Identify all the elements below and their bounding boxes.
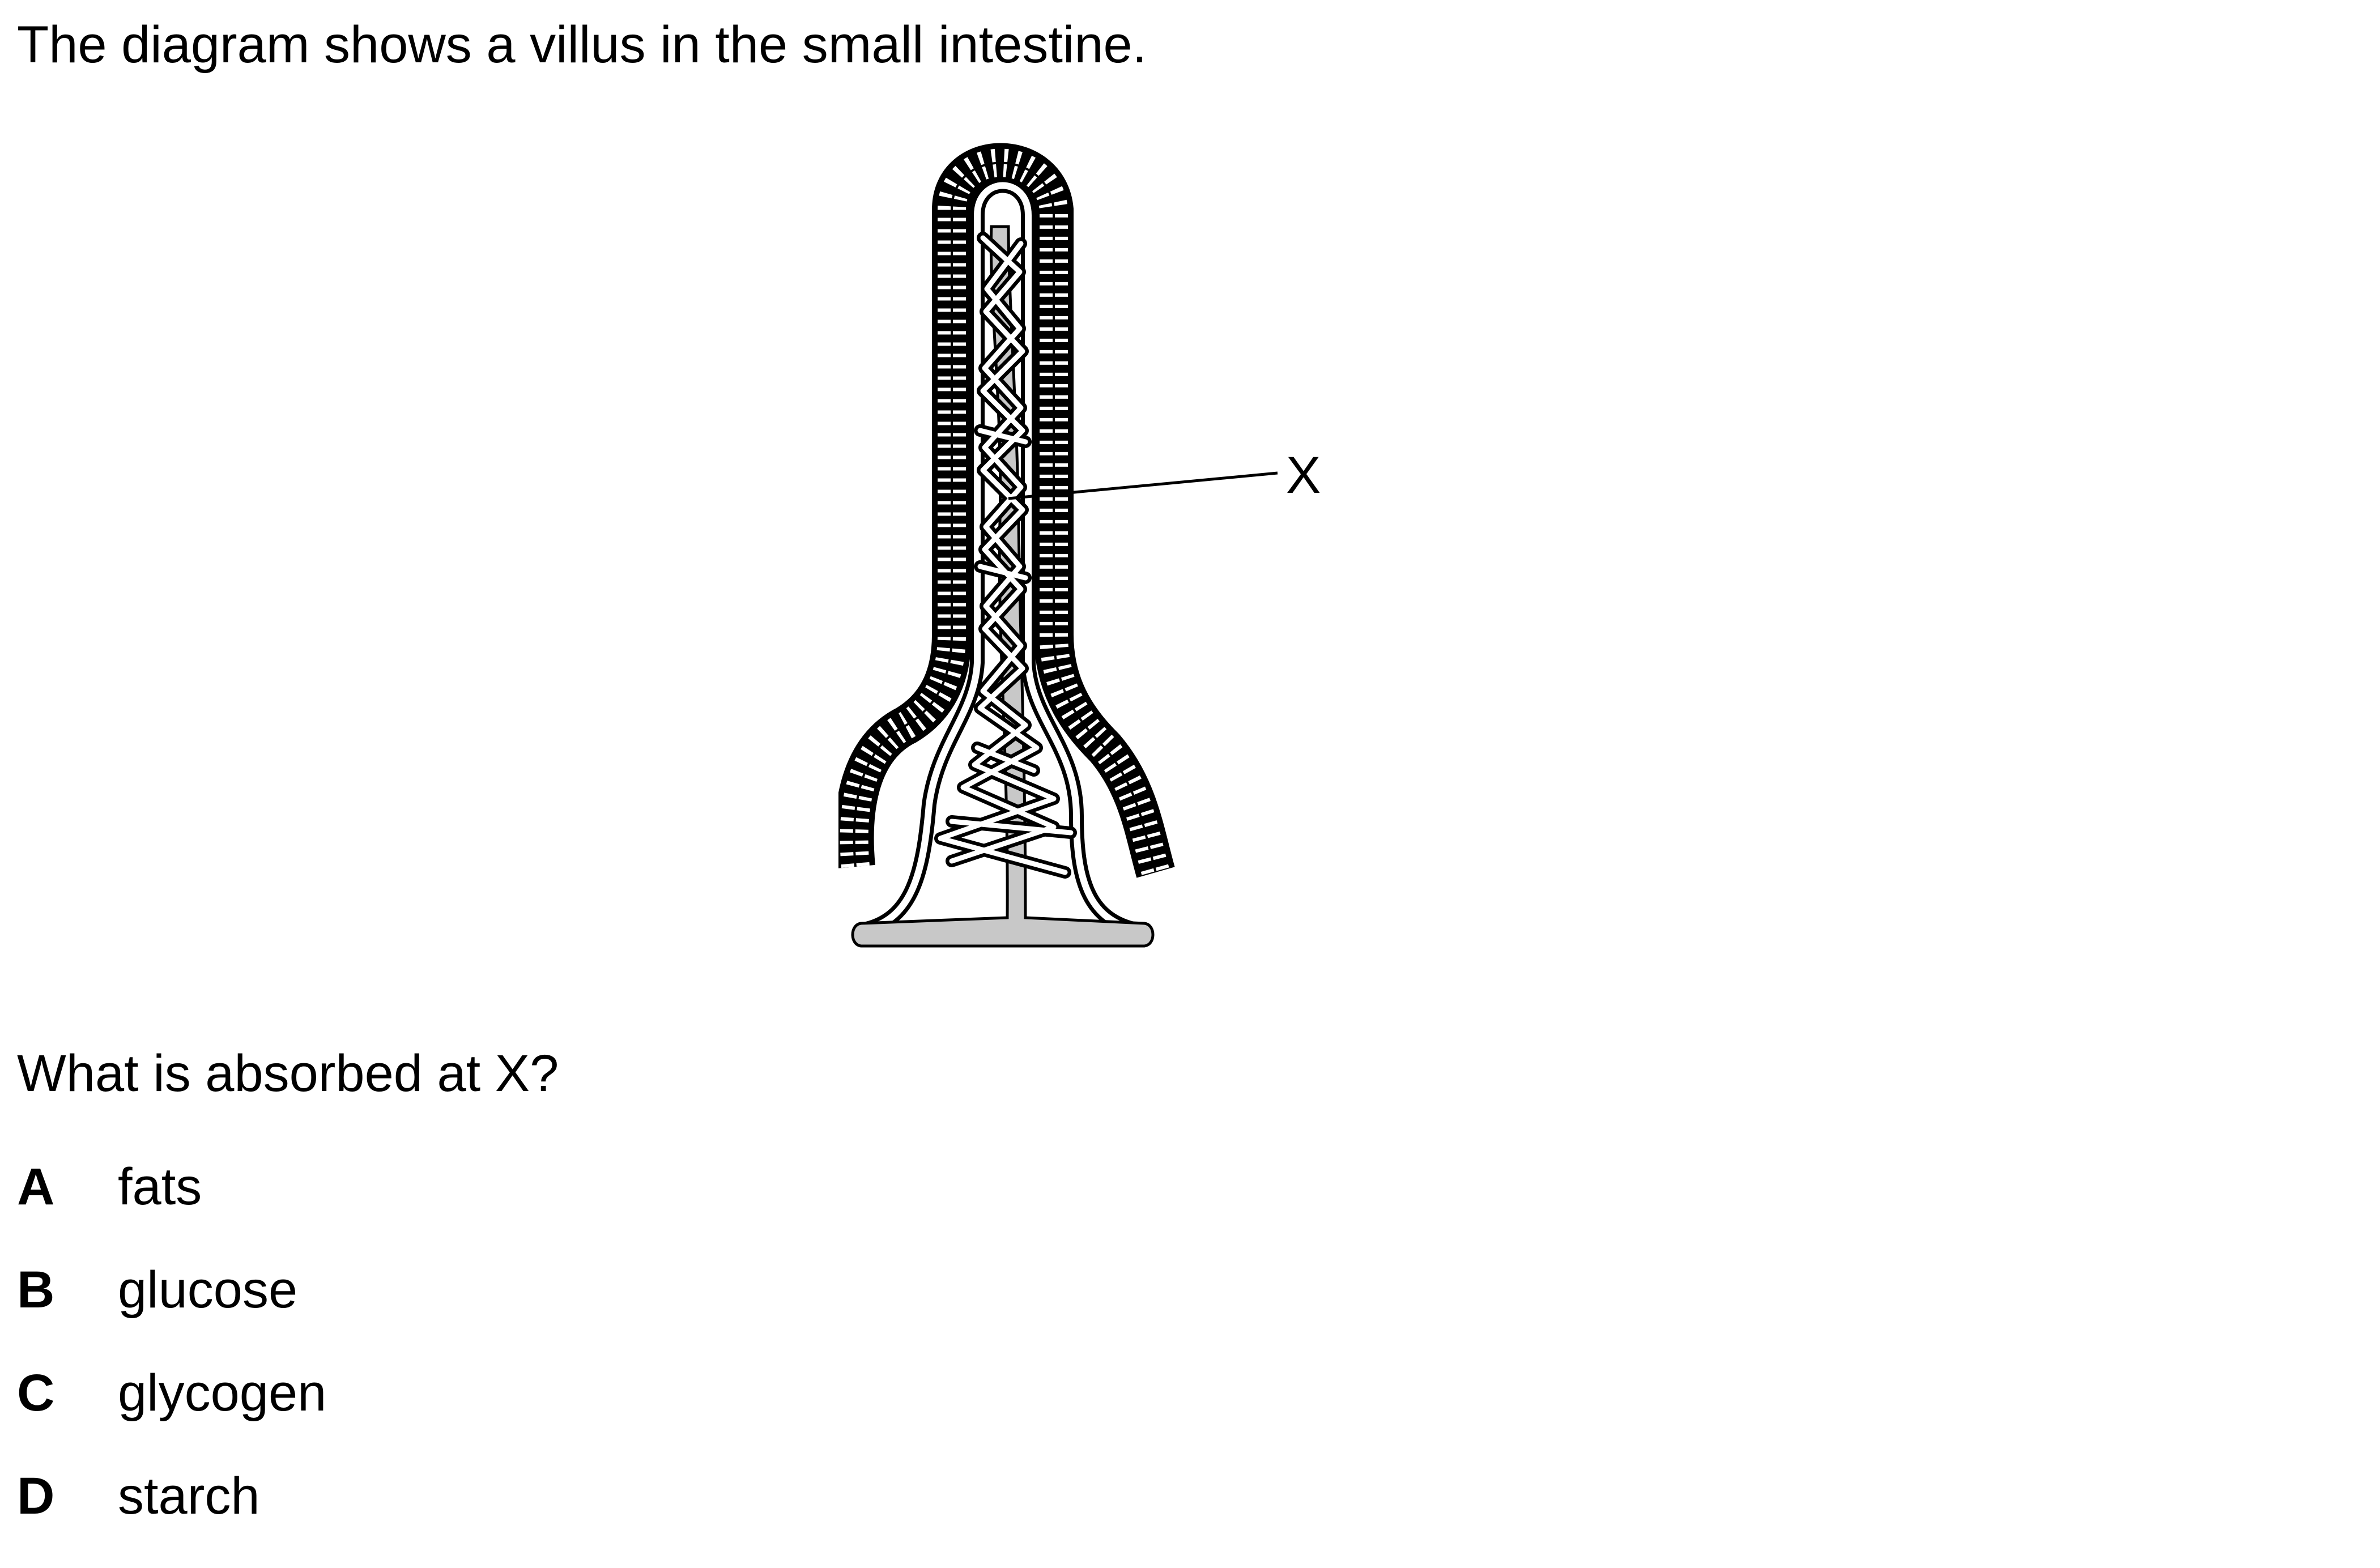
intro-text: The diagram shows a villus in the small … [17, 16, 1147, 74]
option-letter: C [17, 1364, 55, 1422]
option-letter: D [17, 1467, 55, 1525]
capillary-network [934, 232, 1077, 879]
option-text: glycogen [118, 1364, 327, 1422]
option-text: starch [118, 1467, 260, 1525]
option-letter: B [17, 1261, 55, 1319]
option-b[interactable]: B glucose [17, 1259, 326, 1362]
label-line [1008, 471, 1278, 500]
option-text: fats [118, 1158, 202, 1216]
option-text: glucose [118, 1261, 298, 1319]
question-text: What is absorbed at X? [17, 1045, 559, 1102]
diagram-label-x: X [1286, 446, 1321, 504]
option-a[interactable]: A fats [17, 1156, 326, 1259]
epithelium-inner-line [853, 161, 1157, 873]
villus-diagram: X [838, 143, 1321, 948]
option-d[interactable]: D starch [17, 1465, 326, 1568]
option-c[interactable]: C glycogen [17, 1362, 326, 1465]
capillary-outer-wall-core [866, 182, 1134, 932]
option-letter: A [17, 1158, 55, 1216]
answer-options: A fats B glucose C glycogen D starch [17, 1156, 326, 1568]
